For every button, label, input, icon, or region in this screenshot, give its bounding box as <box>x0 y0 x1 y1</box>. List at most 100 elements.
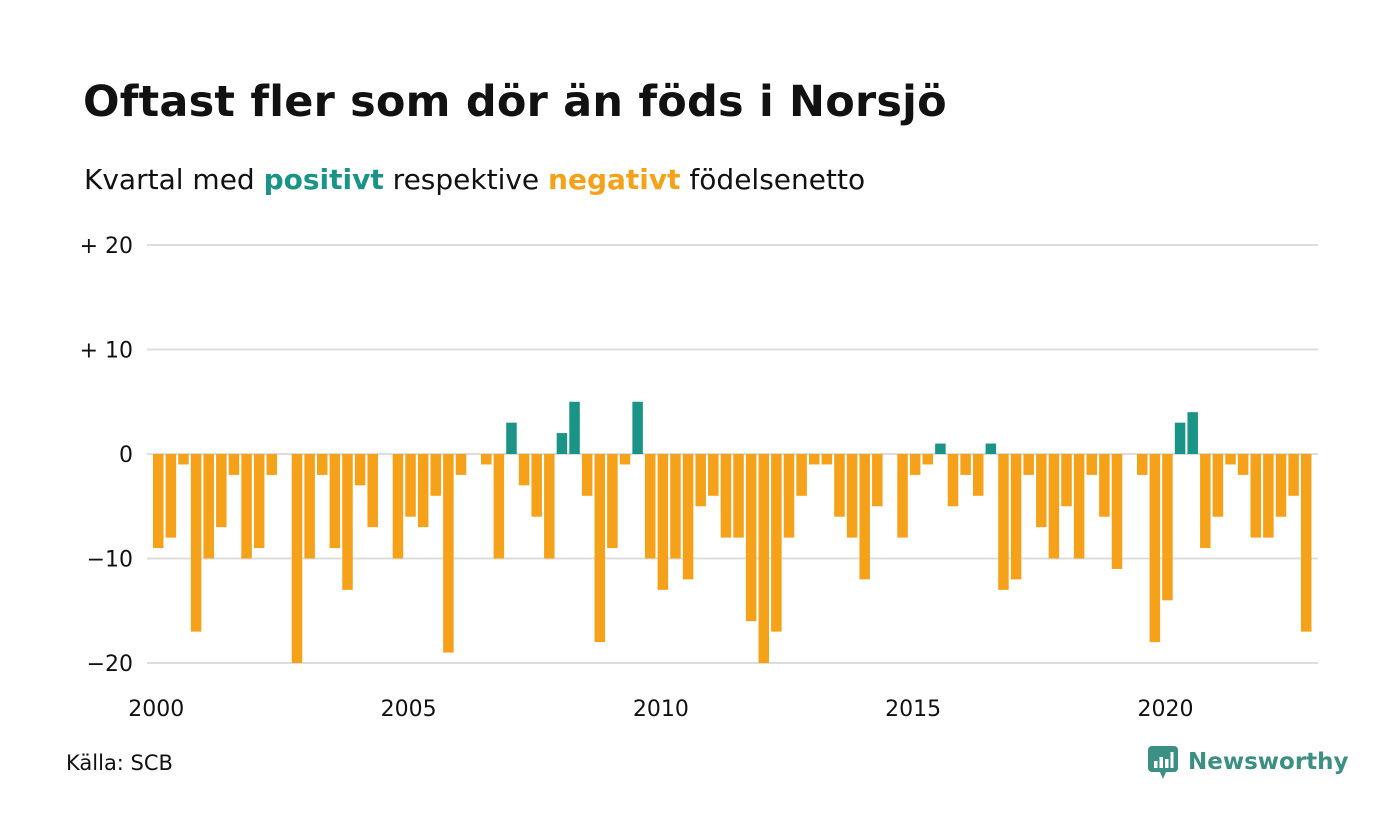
bar-negative <box>758 454 770 663</box>
bar-negative <box>581 454 593 496</box>
y-tick-label: + 20 <box>80 234 133 259</box>
bar-negative <box>342 454 353 590</box>
chart-title: Oftast fler som dör än föds i Norsjö <box>83 77 947 127</box>
bar-negative <box>1200 454 1211 549</box>
bar-negative <box>317 454 328 475</box>
bar-negative <box>455 454 467 475</box>
bar-negative <box>619 454 631 465</box>
bar-negative <box>796 454 807 496</box>
bar-positive <box>1187 412 1198 454</box>
bar-negative <box>998 454 1009 590</box>
bar-negative <box>1023 454 1034 475</box>
subtitle-middle: respektive <box>383 163 549 196</box>
bar-negative <box>783 454 795 538</box>
bar-negative <box>594 454 606 643</box>
bar-negative <box>1275 454 1287 517</box>
x-tick-label: 2015 <box>885 697 941 722</box>
subtitle-prefix: Kvartal med <box>84 163 264 196</box>
bar-negative <box>1250 454 1262 538</box>
bar-negative <box>241 454 252 559</box>
bar-negative <box>1263 454 1274 538</box>
bar-positive <box>935 443 946 454</box>
bar-negative <box>1086 454 1098 475</box>
bar-negative <box>708 454 719 496</box>
bar-negative <box>216 454 227 528</box>
subtitle-negative-word: negativt <box>548 163 681 196</box>
bar-negative <box>960 454 971 475</box>
bar-negative <box>682 454 694 580</box>
bar-positive <box>506 422 517 454</box>
brand-name: Newsworthy <box>1188 749 1349 775</box>
brand: Newsworthy <box>1148 742 1349 782</box>
bar-negative <box>430 454 442 496</box>
bar-negative <box>745 454 757 622</box>
bar-negative <box>291 454 303 663</box>
bar-negative <box>443 454 454 653</box>
bar-negative <box>972 454 984 496</box>
bar-positive <box>569 401 580 454</box>
bar-negative <box>670 454 681 559</box>
bar-negative <box>657 454 669 590</box>
subtitle-positive-word: positivt <box>263 163 384 196</box>
bar-negative <box>1212 454 1224 517</box>
bar-positive <box>1174 422 1186 454</box>
bar-negative <box>821 454 833 465</box>
y-axis-labels: + 20 + 10 0 −10 −20 <box>80 234 133 677</box>
y-tick-label: + 10 <box>80 339 133 364</box>
bar-negative <box>1099 454 1110 517</box>
bar-negative <box>834 454 845 517</box>
bar-negative <box>1136 454 1148 475</box>
bar-negative <box>695 454 706 507</box>
bar-positive <box>632 401 643 454</box>
bar-negative <box>1225 454 1236 465</box>
bar-negative <box>1149 454 1161 643</box>
bar-negative <box>405 454 416 517</box>
bar-negative <box>1111 454 1123 569</box>
bar-negative <box>203 454 214 559</box>
x-tick-label: 2020 <box>1138 697 1194 722</box>
bar-negative <box>1061 454 1072 507</box>
bars <box>153 401 1312 663</box>
subtitle-suffix: födelsenetto <box>680 163 866 196</box>
bar-negative <box>808 454 820 465</box>
bar-negative <box>644 454 656 559</box>
bar-negative <box>266 454 278 475</box>
bar-negative <box>1048 454 1060 559</box>
bar-negative <box>304 454 315 559</box>
bar-negative <box>1237 454 1249 475</box>
bar-negative <box>493 454 505 559</box>
bar-negative <box>1162 454 1173 601</box>
bar-negative <box>1288 454 1299 496</box>
chart-subtitle: Kvartal med positivt respektive negativt… <box>84 160 865 200</box>
bar-negative <box>846 454 858 538</box>
bar-negative <box>720 454 732 538</box>
bar-negative <box>1036 454 1047 528</box>
bar-negative <box>518 454 530 486</box>
bar-negative <box>354 454 366 486</box>
bar-positive <box>985 443 997 454</box>
x-tick-label: 2010 <box>633 697 689 722</box>
bar-negative <box>153 454 164 549</box>
bar-negative <box>392 454 404 559</box>
y-tick-label: −20 <box>87 652 133 677</box>
bar-negative <box>228 454 240 475</box>
bar-negative <box>909 454 921 475</box>
bar-negative <box>1073 454 1085 559</box>
bar-positive <box>556 433 568 454</box>
bar-negative <box>367 454 378 528</box>
bar-negative <box>922 454 934 465</box>
x-tick-label: 2000 <box>128 697 184 722</box>
bar-negative <box>531 454 542 517</box>
bar-negative <box>544 454 555 559</box>
bar-negative <box>607 454 618 549</box>
bar-negative <box>165 454 177 538</box>
y-tick-label: 0 <box>119 443 133 468</box>
source-note: Källa: SCB <box>66 751 173 775</box>
bar-negative <box>1300 454 1312 632</box>
bar-negative <box>253 454 265 549</box>
bar-negative <box>859 454 870 580</box>
y-tick-label: −10 <box>87 548 133 573</box>
bar-negative <box>733 454 744 538</box>
newsworthy-logo-icon <box>1148 746 1178 779</box>
